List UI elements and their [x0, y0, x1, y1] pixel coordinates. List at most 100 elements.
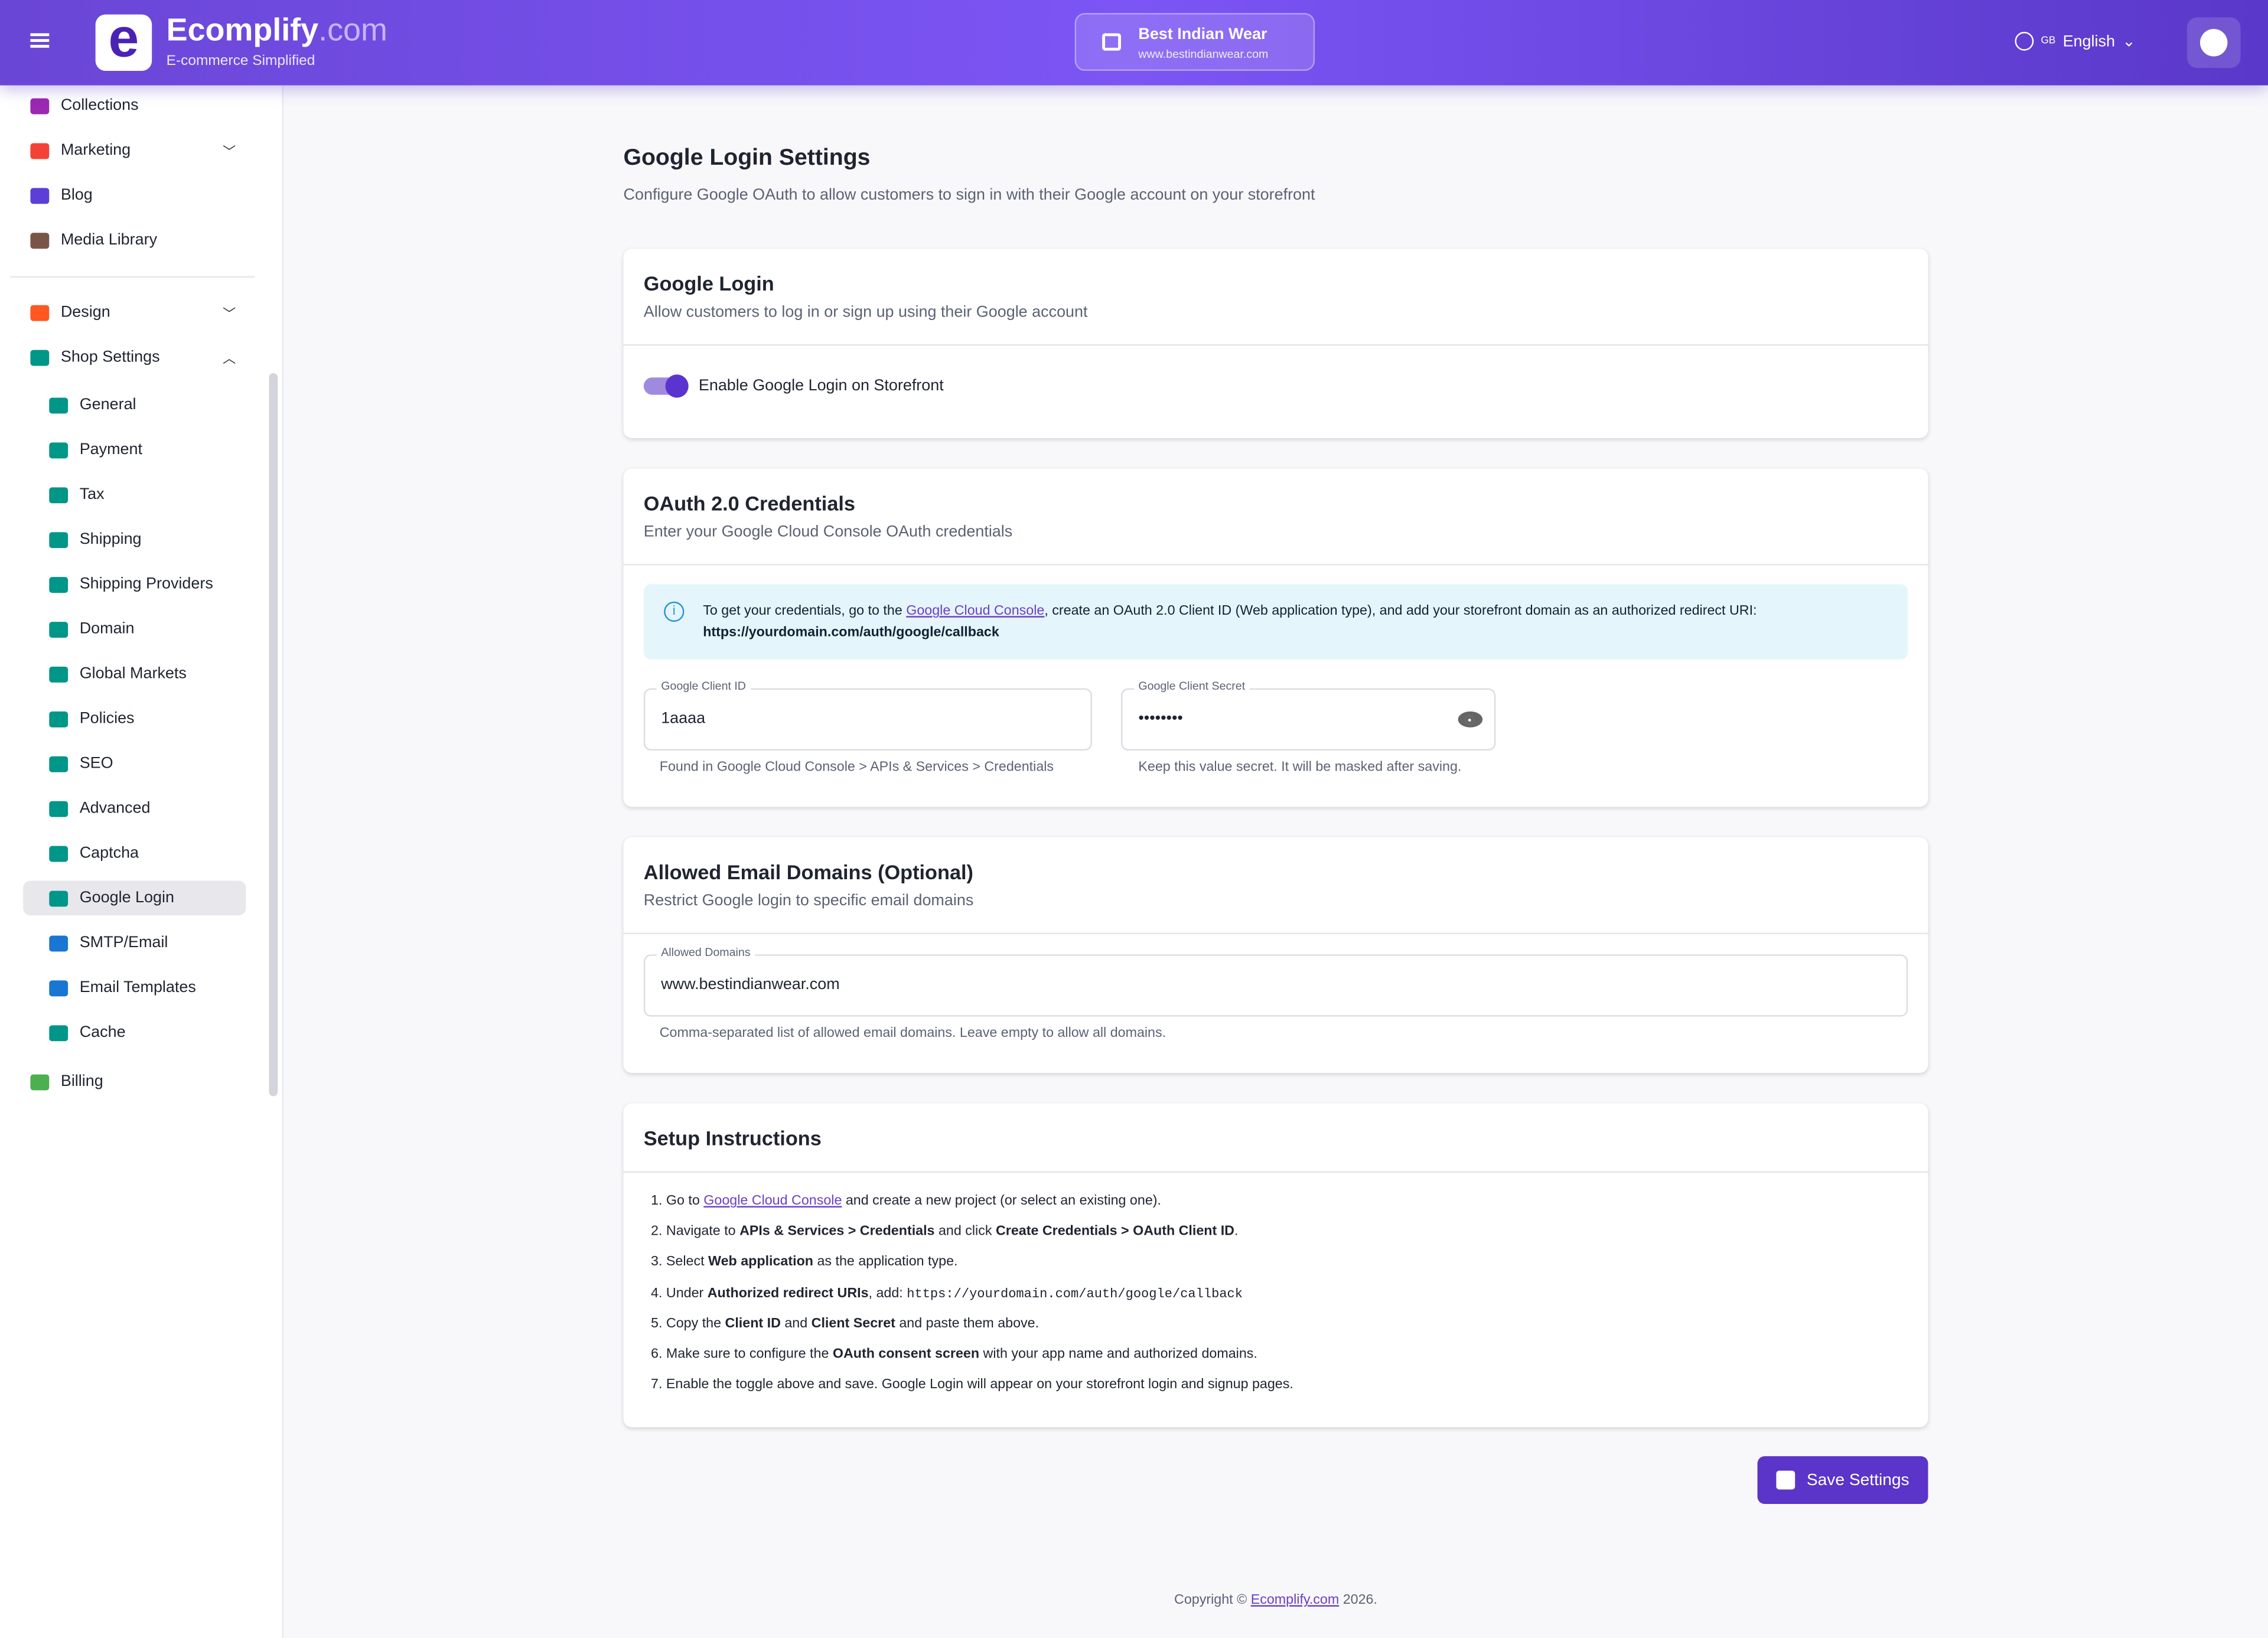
setup-instructions-card: Setup Instructions 1. Go to Google Cloud… [623, 1103, 1928, 1428]
pencil-icon [49, 397, 69, 413]
gavel-icon [49, 710, 69, 727]
brand-suffix: .com [318, 11, 387, 48]
sidebar-item-label: Tax [79, 485, 105, 504]
step-text: and click [934, 1223, 996, 1240]
sidebar-item-label: Email Templates [79, 978, 196, 997]
sidebar-item-label: Advanced [79, 800, 151, 817]
email-icon [49, 980, 69, 996]
divider [623, 932, 1928, 935]
sidebar-item-email-templates[interactable]: Email Templates [49, 970, 246, 1005]
globe-icon [49, 621, 69, 637]
menu-icon[interactable] [30, 33, 50, 48]
language-selector[interactable]: GB English ⌄ [2015, 31, 2136, 51]
instruction-step: 4. Under Authorized redirect URIs, add: … [651, 1285, 1293, 1316]
sidebar-item-global-markets[interactable]: Global Markets [49, 657, 246, 691]
field-label: Allowed Domains [656, 945, 755, 959]
sidebar-item-label: Billing [60, 1073, 103, 1091]
client-secret-field[interactable]: Google Client Secret •••••••• [1120, 680, 1496, 751]
gear-icon [49, 800, 69, 817]
sidebar-item-label: Shipping [79, 530, 142, 549]
redirect-uri: https://yourdomain.com/auth/google/callb… [703, 624, 999, 641]
step-text: Authorized redirect URIs [707, 1285, 869, 1301]
sidebar-item-billing[interactable]: Billing [30, 1064, 247, 1099]
sidebar-item-design[interactable]: Design ﹀ [30, 295, 247, 330]
sidebar-item-label: Domain [79, 620, 135, 638]
sidebar-item-marketing[interactable]: Marketing ﹀ [30, 133, 247, 168]
sidebar-item-label: Blog [60, 186, 93, 204]
sidebar-item-payment[interactable]: Payment [49, 432, 246, 467]
sidebar-item-domain[interactable]: Domain [49, 612, 246, 647]
page-subtitle: Configure Google OAuth to allow customer… [623, 186, 1315, 204]
sidebar-scrollbar[interactable] [269, 373, 278, 1097]
allowed-domains-field[interactable]: Allowed Domains www.bestindianwear.com [643, 945, 1908, 1017]
copyright-text: Copyright © [1174, 1592, 1251, 1608]
sidebar-item-seo[interactable]: SEO [49, 746, 246, 781]
sidebar-item-shop-settings[interactable]: Shop Settings ︿ [30, 340, 247, 375]
client-id-input[interactable]: 1aaaa [661, 710, 706, 727]
robot-icon [49, 845, 69, 862]
client-id-field[interactable]: Google Client ID 1aaaa [643, 680, 1092, 751]
sidebar-item-captcha[interactable]: Captcha [49, 836, 246, 871]
sync-icon [49, 1024, 69, 1041]
sidebar-item-label: Captcha [79, 844, 139, 862]
instruction-step: 2. Navigate to APIs & Services > Credent… [651, 1223, 1293, 1254]
card-title: Setup Instructions [643, 1126, 822, 1150]
store-icon [1102, 33, 1121, 51]
sidebar-item-blog[interactable]: Blog [30, 178, 247, 213]
search-icon [49, 755, 69, 772]
divider [623, 344, 1928, 346]
step-text: 4. Under [651, 1285, 708, 1301]
sidebar: Collections Marketing ﹀ Blog Media Library De… [0, 85, 284, 1638]
copyright-year: 2026. [1339, 1592, 1377, 1608]
page-title: Google Login Settings [623, 146, 871, 171]
flag-code: GB [2041, 36, 2056, 47]
tagline: E-commerce Simplified [166, 53, 315, 70]
bag-icon [49, 665, 69, 682]
google-cloud-console-link[interactable]: Google Cloud Console [906, 603, 1045, 619]
chevron-up-icon[interactable]: ︿ [223, 350, 236, 366]
step-text: Client ID [725, 1315, 781, 1332]
chevron-down-icon[interactable]: ﹀ [223, 305, 236, 321]
email-icon [49, 935, 69, 951]
sidebar-item-collections[interactable]: Collections [30, 88, 247, 123]
store-icon [30, 349, 50, 366]
sidebar-item-tax[interactable]: Tax [49, 477, 246, 512]
instruction-step: 6. Make sure to configure the OAuth cons… [651, 1346, 1293, 1377]
allowed-domains-input[interactable]: www.bestindianwear.com [661, 976, 840, 994]
step-text: OAuth consent screen [832, 1346, 980, 1362]
step-text: Create Credentials > OAuth Client ID [995, 1223, 1234, 1240]
sidebar-item-policies[interactable]: Policies [49, 701, 246, 736]
step-text: 7. Enable the toggle above and save. Goo… [651, 1376, 1293, 1393]
sidebar-item-cache[interactable]: Cache [49, 1015, 246, 1050]
ecomplify-link[interactable]: Ecomplify.com [1250, 1592, 1340, 1608]
avatar[interactable] [2186, 17, 2241, 68]
save-icon [1776, 1470, 1795, 1490]
sidebar-item-advanced[interactable]: Advanced [49, 791, 246, 826]
logo[interactable]: e [95, 12, 152, 71]
sidebar-item-smtp-email[interactable]: SMTP/Email [49, 925, 246, 960]
google-cloud-console-link[interactable]: Google Cloud Console [703, 1193, 842, 1209]
allowed-domains-help: Comma-separated list of allowed email do… [659, 1025, 1166, 1042]
eye-icon[interactable] [1458, 711, 1483, 727]
receipt-icon [49, 487, 69, 503]
save-label: Save Settings [1806, 1471, 1909, 1489]
client-secret-input[interactable]: •••••••• [1138, 710, 1183, 727]
sidebar-item-media-library[interactable]: Media Library [30, 223, 247, 257]
sidebar-item-shipping[interactable]: Shipping [49, 522, 246, 557]
chevron-down-icon[interactable]: ﹀ [223, 143, 236, 159]
brand-text: Ecomplify [166, 11, 319, 48]
brand-name: Ecomplify.com [167, 12, 387, 50]
sidebar-item-google-login[interactable]: Google Login [23, 880, 246, 916]
megaphone-icon [30, 142, 50, 159]
client-id-help: Found in Google Cloud Console > APIs & S… [659, 759, 1054, 775]
palette-icon [30, 304, 50, 321]
save-settings-button[interactable]: Save Settings [1757, 1456, 1928, 1504]
store-switcher[interactable]: Best Indian Wear www.bestindianwear.com [1074, 13, 1315, 71]
footer: Copyright © Ecomplify.com 2026. [284, 1592, 2268, 1608]
top-header: e Ecomplify.com E-commerce Simplified Be… [0, 0, 2268, 86]
enable-google-login-toggle[interactable] [643, 374, 689, 398]
sidebar-item-general[interactable]: General [49, 387, 246, 422]
step-text: APIs & Services > Credentials [739, 1223, 935, 1240]
sidebar-item-shipping-providers[interactable]: Shipping Providers [49, 567, 246, 602]
client-secret-help: Keep this value secret. It will be maske… [1138, 759, 1462, 775]
